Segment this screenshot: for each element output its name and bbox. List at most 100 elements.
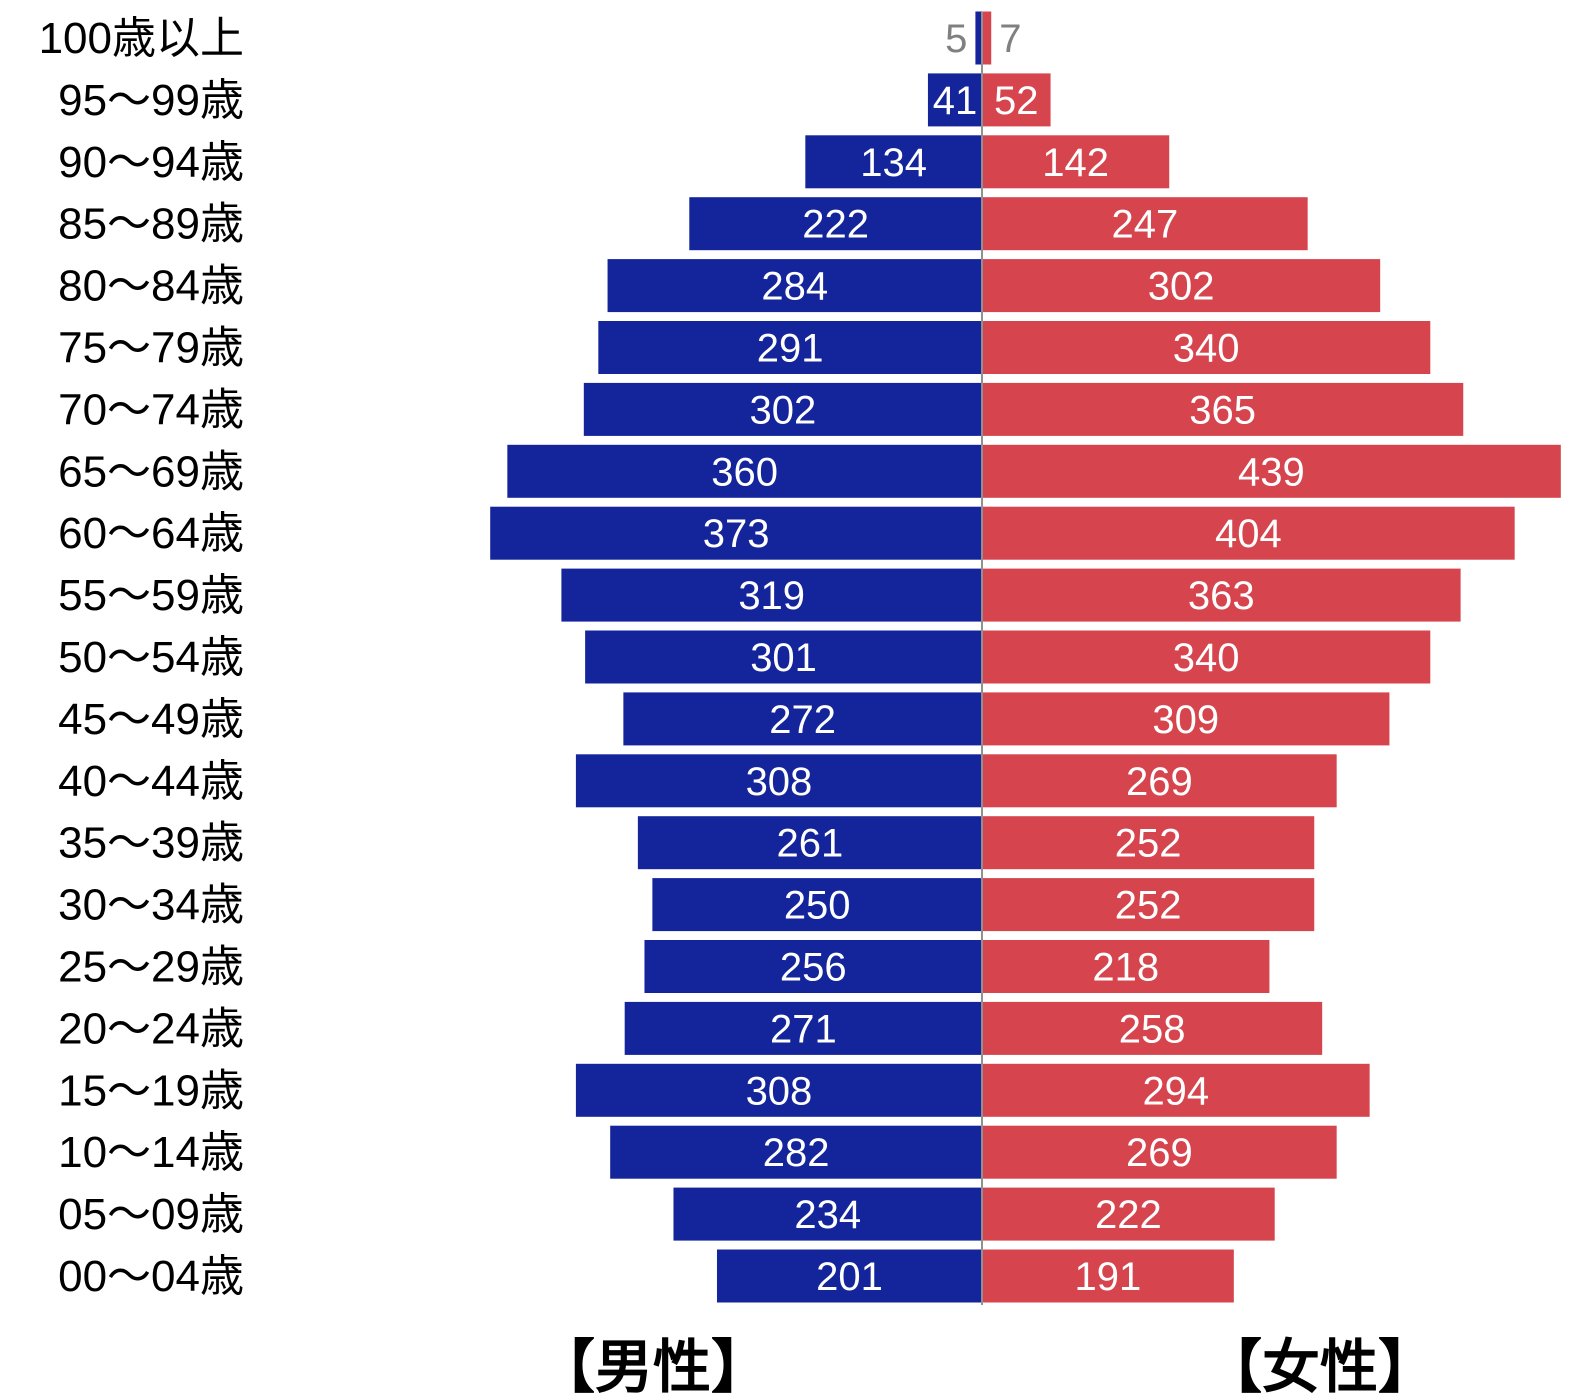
female-value-label: 252 (1115, 822, 1182, 866)
female-value-label: 252 (1115, 884, 1182, 928)
age-label: 70〜74歳 (58, 385, 244, 434)
female-value-label: 363 (1188, 574, 1255, 618)
male-bar (575, 1063, 982, 1117)
age-label: 30〜34歳 (58, 881, 244, 930)
male-value-label: 308 (746, 1069, 813, 1113)
male-value-label: 250 (784, 884, 851, 928)
female-bar (982, 1063, 1370, 1117)
female-value-label: 191 (1075, 1255, 1142, 1299)
age-label: 75〜79歳 (58, 324, 244, 373)
male-bar (805, 135, 982, 189)
male-value-label: 41 (933, 79, 978, 123)
age-label: 25〜29歳 (58, 943, 244, 992)
male-value-label: 201 (816, 1255, 883, 1299)
female-value-label: 439 (1238, 450, 1305, 494)
male-value-label: 261 (777, 822, 844, 866)
male-bar (689, 197, 982, 251)
female-bar (982, 506, 1515, 560)
female-bar (982, 568, 1461, 622)
female-bar (982, 73, 1051, 127)
age-label: 100歳以上 (39, 14, 244, 63)
male-value-label: 271 (770, 1007, 837, 1051)
age-label: 55〜59歳 (58, 571, 244, 620)
female-bar (982, 754, 1337, 808)
age-label: 90〜94歳 (58, 138, 244, 187)
male-bar (561, 568, 982, 622)
female-value-label: 222 (1095, 1193, 1162, 1237)
female-value-label: 142 (1042, 141, 1109, 185)
female-series-label: 【女性】 (1204, 1333, 1436, 1397)
age-label: 85〜89歳 (58, 200, 244, 249)
value-label-group: 5 7 41 52 134 142 222 247 284 302 291 340 302 365 360 4… (703, 17, 1305, 1299)
male-bar (607, 259, 982, 313)
male-bar (927, 73, 982, 127)
female-value-label: 269 (1126, 1131, 1193, 1175)
female-value-label: 7 (999, 17, 1021, 61)
female-value-label: 247 (1111, 203, 1178, 247)
female-value-label: 294 (1142, 1069, 1209, 1113)
male-bar (598, 321, 982, 374)
age-label: 35〜39歳 (58, 819, 244, 868)
female-bar (982, 940, 1270, 993)
male-value-label: 5 (945, 17, 967, 61)
female-value-label: 52 (994, 79, 1039, 123)
male-bar (507, 444, 982, 498)
female-value-label: 404 (1215, 512, 1282, 556)
female-bar (982, 1001, 1323, 1055)
male-value-label: 302 (750, 388, 817, 432)
male-value-label: 134 (860, 141, 927, 185)
male-bar (583, 382, 982, 436)
male-bar (575, 754, 982, 808)
female-value-label: 302 (1148, 265, 1215, 309)
male-bar (644, 940, 982, 993)
age-label: 10〜14歳 (58, 1128, 244, 1177)
male-value-label: 222 (802, 203, 869, 247)
male-value-label: 373 (703, 512, 770, 556)
female-bar (982, 1249, 1234, 1303)
male-value-label: 256 (780, 946, 847, 990)
male-value-label: 291 (757, 327, 824, 371)
female-value-label: 269 (1126, 760, 1193, 804)
female-bar (982, 1125, 1337, 1179)
age-label: 60〜64歳 (58, 509, 244, 558)
female-value-label: 218 (1092, 946, 1159, 990)
female-bar (982, 878, 1315, 932)
male-bar (975, 11, 982, 65)
female-bar (982, 259, 1381, 313)
male-value-label: 284 (761, 265, 828, 309)
male-value-label: 360 (711, 450, 778, 494)
male-bar-group (490, 11, 982, 1303)
male-bar (673, 1187, 982, 1241)
male-bar (490, 506, 982, 560)
age-label: 95〜99歳 (58, 76, 244, 125)
male-value-label: 308 (746, 760, 813, 804)
female-value-label: 365 (1189, 388, 1256, 432)
male-bar (716, 1249, 982, 1303)
female-bar (982, 197, 1308, 251)
male-bar (624, 1001, 982, 1055)
female-value-label: 309 (1152, 698, 1219, 742)
female-value-label: 340 (1173, 636, 1240, 680)
male-value-label: 282 (763, 1131, 830, 1175)
female-bar (982, 321, 1431, 374)
age-label: 65〜69歳 (58, 447, 244, 496)
female-bar (982, 1187, 1275, 1241)
age-label: 00〜04歳 (58, 1252, 244, 1301)
female-value-label: 258 (1119, 1007, 1186, 1051)
female-bar (982, 816, 1315, 870)
male-bar (623, 692, 982, 746)
male-bar (585, 630, 982, 684)
female-bar-group (982, 11, 1561, 1303)
female-bar (982, 630, 1431, 684)
male-value-label: 234 (794, 1193, 861, 1237)
female-bar (982, 135, 1170, 189)
age-label: 20〜24歳 (58, 1004, 244, 1053)
age-label: 40〜44歳 (58, 757, 244, 806)
age-label: 80〜84歳 (58, 262, 244, 311)
male-value-label: 301 (750, 636, 817, 680)
female-bar (982, 444, 1561, 498)
male-bar (637, 816, 982, 870)
age-label-group: 100歳以上 95〜99歳 90〜94歳 85〜89歳 80〜84歳 75〜79歳 70〜7… (39, 14, 244, 1301)
female-bar (982, 692, 1390, 746)
